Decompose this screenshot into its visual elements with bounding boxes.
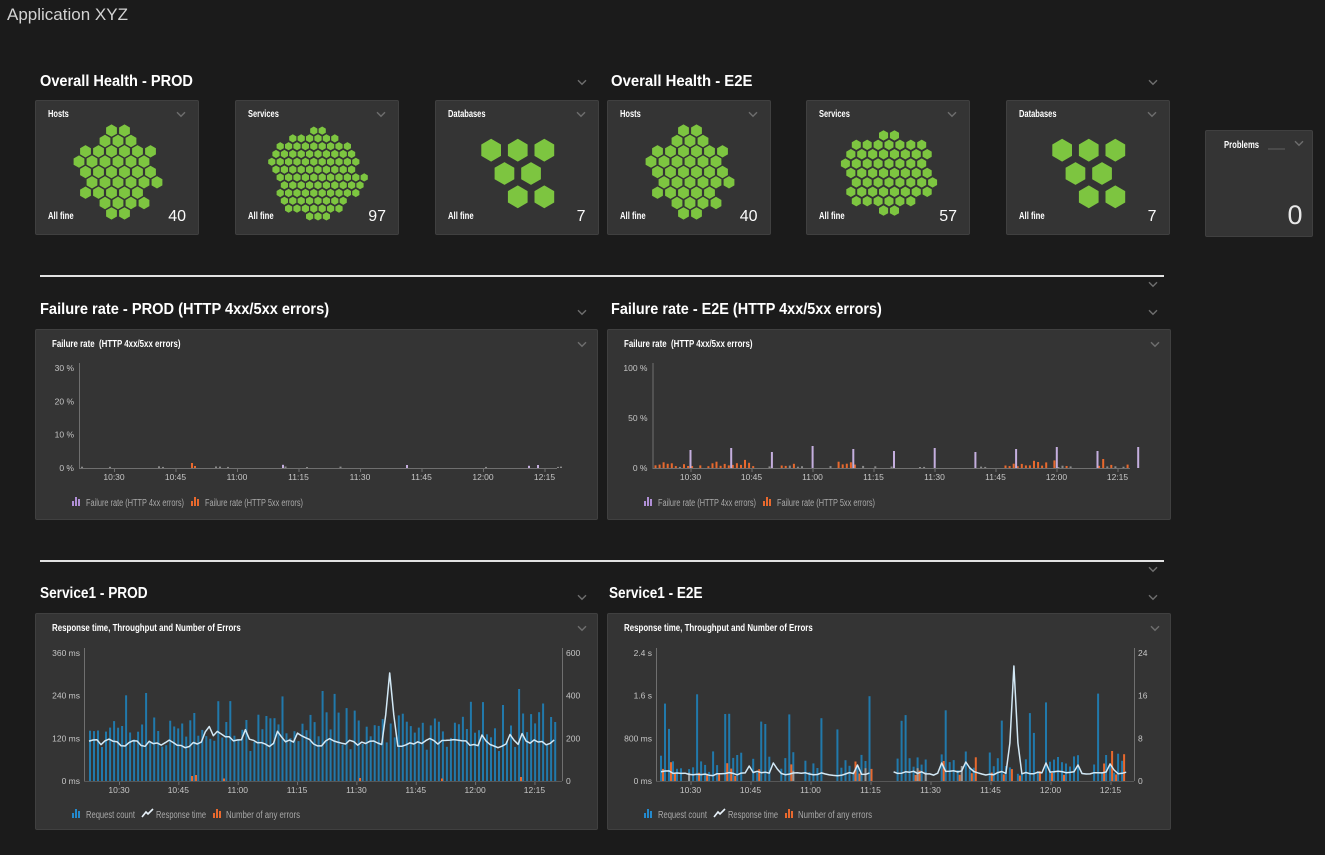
svg-text:600: 600 [566, 648, 580, 658]
svg-text:400: 400 [566, 691, 580, 701]
svg-text:Failure rate (HTTP 4xx errors): Failure rate (HTTP 4xx errors) [658, 498, 756, 509]
svg-text:200: 200 [566, 733, 580, 743]
svg-text:12:00: 12:00 [1045, 472, 1067, 482]
svg-text:11:30: 11:30 [346, 785, 367, 795]
svg-text:10:45: 10:45 [165, 472, 187, 482]
svg-text:10:30: 10:30 [679, 785, 701, 795]
svg-text:0: 0 [1138, 776, 1143, 786]
svg-text:Failure rate (HTTP 4xx errors): Failure rate (HTTP 4xx errors) [86, 498, 184, 509]
svg-text:10:45: 10:45 [739, 785, 761, 795]
svg-text:11:30: 11:30 [350, 472, 371, 482]
svg-text:20 %: 20 % [55, 396, 75, 406]
svg-text:11:15: 11:15 [860, 785, 881, 795]
svg-text:Request count: Request count [658, 810, 707, 821]
svg-text:Failure rate (HTTP 5xx errors): Failure rate (HTTP 5xx errors) [205, 498, 303, 509]
svg-text:12:15: 12:15 [524, 785, 546, 795]
svg-text:11:00: 11:00 [800, 785, 821, 795]
svg-text:12:00: 12:00 [464, 785, 486, 795]
svg-text:11:00: 11:00 [227, 472, 248, 482]
svg-text:0 ms: 0 ms [62, 776, 80, 786]
svg-text:11:45: 11:45 [980, 785, 1001, 795]
svg-text:0: 0 [566, 776, 571, 786]
svg-text:12:00: 12:00 [1039, 785, 1061, 795]
svg-text:Request count: Request count [86, 810, 135, 821]
svg-text:50 %: 50 % [628, 413, 648, 423]
svg-text:10:30: 10:30 [108, 785, 130, 795]
svg-text:Response time: Response time [728, 810, 778, 821]
svg-text:10 %: 10 % [55, 430, 75, 440]
svg-text:10:30: 10:30 [679, 472, 701, 482]
svg-text:0 %: 0 % [632, 463, 647, 473]
svg-text:10:45: 10:45 [740, 472, 762, 482]
svg-text:11:30: 11:30 [920, 785, 941, 795]
svg-text:12:00: 12:00 [472, 472, 494, 482]
svg-text:11:15: 11:15 [863, 472, 884, 482]
svg-text:Failure rate (HTTP 5xx errors): Failure rate (HTTP 5xx errors) [777, 498, 875, 509]
svg-text:0 %: 0 % [59, 463, 74, 473]
svg-text:12:15: 12:15 [1106, 472, 1128, 482]
svg-text:800 ms: 800 ms [624, 733, 652, 743]
svg-text:1.6 s: 1.6 s [633, 691, 651, 701]
svg-text:Number of any errors: Number of any errors [226, 810, 300, 821]
svg-text:11:15: 11:15 [288, 472, 309, 482]
svg-text:11:15: 11:15 [287, 785, 308, 795]
svg-text:11:00: 11:00 [227, 785, 248, 795]
svg-text:12:15: 12:15 [534, 472, 556, 482]
svg-text:11:45: 11:45 [985, 472, 1006, 482]
svg-text:16: 16 [1138, 691, 1148, 701]
svg-text:0 ms: 0 ms [633, 776, 651, 786]
svg-text:11:45: 11:45 [411, 472, 432, 482]
svg-text:30 %: 30 % [55, 363, 75, 373]
svg-text:120 ms: 120 ms [52, 733, 80, 743]
svg-text:11:45: 11:45 [405, 785, 426, 795]
svg-text:24: 24 [1138, 648, 1148, 658]
svg-text:360 ms: 360 ms [52, 648, 80, 658]
svg-text:12:15: 12:15 [1099, 785, 1121, 795]
svg-text:11:00: 11:00 [802, 472, 823, 482]
svg-text:Number of any errors: Number of any errors [798, 810, 872, 821]
svg-text:8: 8 [1138, 733, 1143, 743]
svg-text:2.4 s: 2.4 s [633, 648, 651, 658]
svg-text:240 ms: 240 ms [52, 691, 80, 701]
svg-text:11:30: 11:30 [924, 472, 945, 482]
svg-text:Response time: Response time [156, 810, 206, 821]
svg-text:100 %: 100 % [623, 363, 648, 373]
svg-text:10:30: 10:30 [103, 472, 125, 482]
svg-text:10:45: 10:45 [168, 785, 190, 795]
